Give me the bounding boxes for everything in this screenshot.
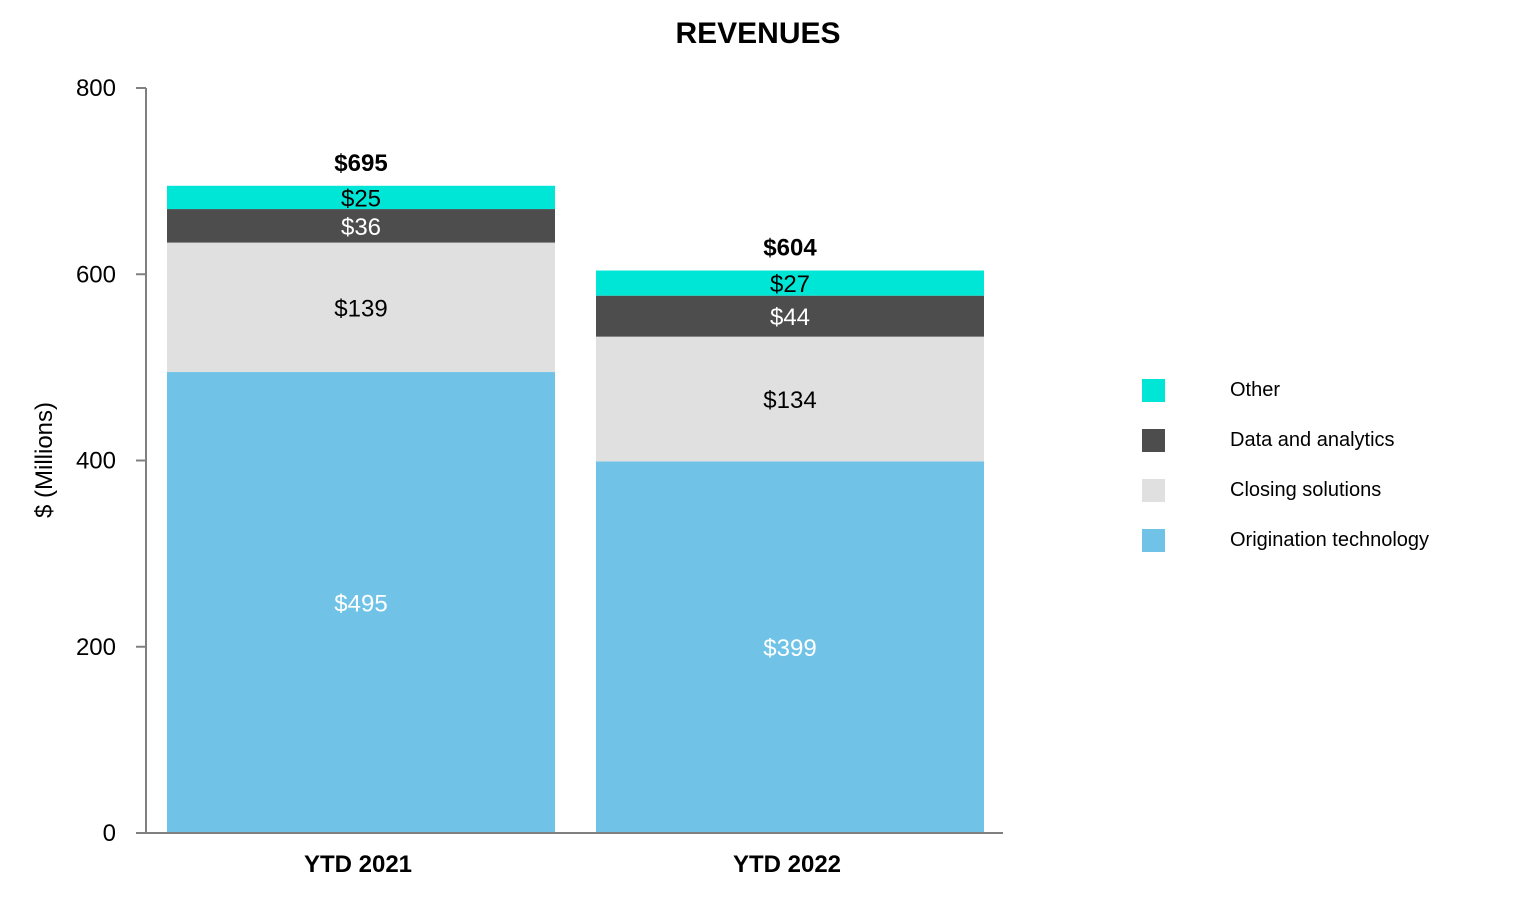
bar-data-label: $27 [770,271,810,298]
legend-swatch [1142,428,1165,452]
bar-data-label: $399 [763,635,816,662]
bar-total-label: $695 [334,150,387,177]
legend: Other Data and analytics Closing solutions… [1142,365,1429,565]
legend-item: Closing solutions [1142,465,1429,515]
bar-stacks: $495 $139 $36$25 $695 $399 $134 $44 $27 $604 [167,150,984,833]
bar-segment [167,209,555,243]
y-tick-label: 200 [76,634,116,661]
x-axis-ticks: YTD 2021 YTD 2022 [304,851,841,878]
x-tick-label: YTD 2021 [304,851,412,878]
bar-segment [167,372,555,833]
legend-swatch [1142,528,1165,552]
y-axis-ticks: 0 200 400 600 800 [76,75,146,847]
legend-label: Other [1230,378,1281,401]
y-tick-label: 800 [76,75,116,102]
bar-segment [596,270,984,296]
bar-segment [596,461,984,833]
bar-data-label: $44 [770,304,810,331]
bar-total-label: $604 [763,235,817,262]
y-tick-label: 0 [103,820,116,847]
legend-label: Origination technology [1230,528,1430,551]
y-tick-label: 400 [76,448,116,475]
bar-segment [596,295,984,337]
bar-data-label: $36 [341,214,381,241]
legend-swatch [1142,378,1165,402]
legend-item: Other [1142,365,1429,415]
bar-data-label: $495 [334,591,387,618]
y-axis-label: $ (Millions) [31,402,58,518]
bar-segment [596,336,984,462]
bar-data-label: $25 [341,185,381,212]
x-tick-label: YTD 2022 [733,851,841,878]
bar-data-label: $139 [334,295,387,322]
legend-item: Data and analytics [1142,415,1429,465]
chart-title: REVENUES [675,17,840,50]
bar-segment [167,242,555,373]
legend-item: Origination technology [1142,515,1429,565]
legend-swatch [1142,478,1165,502]
bar-data-label: $134 [763,387,816,414]
legend-label: Data and analytics [1230,428,1395,451]
legend-label: Closing solutions [1230,478,1382,501]
y-tick-label: 600 [76,261,116,288]
bar-segment [167,185,555,210]
